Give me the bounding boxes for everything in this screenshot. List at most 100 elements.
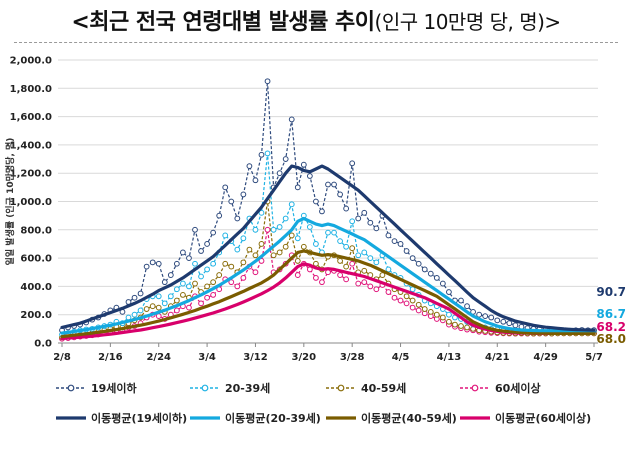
data-point [252, 226, 259, 233]
data-point [373, 259, 380, 266]
data-point [192, 280, 198, 287]
chart-title: <최근 전국 연령대별 발생률 추이(인구 10만명 당, 명)> [0, 4, 632, 36]
legend-item: 이동평균(19세이하) [54, 410, 187, 426]
data-point [349, 260, 356, 267]
data-point [313, 260, 319, 267]
end-value-label: 68.0 [596, 332, 626, 346]
legend-item: 이동평균(20-39세) [188, 410, 321, 426]
data-point [167, 293, 174, 300]
legend-item: 20-39세 [188, 380, 270, 396]
data-point [155, 313, 162, 320]
legend-item: 이동평균(40-59세) [324, 410, 457, 426]
end-value-label: 68.2 [596, 320, 626, 334]
data-point [155, 293, 162, 300]
data-point [337, 272, 343, 278]
data-point [325, 229, 331, 236]
data-point [300, 161, 307, 168]
legend-label: 60세이상 [495, 382, 541, 395]
data-point [204, 266, 210, 273]
data-point [198, 248, 204, 254]
data-point [155, 304, 162, 311]
data-point [306, 266, 313, 273]
data-point [361, 267, 368, 274]
data-point [409, 255, 416, 262]
data-point [294, 235, 301, 242]
series-이동평균(40-59세) [60, 249, 596, 339]
data-point [270, 252, 277, 259]
x-tick-label: 3/4 [198, 352, 216, 363]
x-tick-label: 4/21 [485, 352, 510, 363]
data-point [198, 273, 204, 280]
data-point [137, 307, 144, 314]
data-point [325, 181, 331, 188]
data-point [397, 297, 404, 304]
data-point [343, 205, 350, 212]
data-point [155, 260, 162, 267]
end-value-label: 90.7 [596, 285, 626, 299]
legend-item: 40-59세 [324, 380, 406, 396]
data-point [403, 293, 410, 300]
data-point [421, 266, 428, 273]
data-point [228, 198, 235, 205]
data-point [446, 311, 452, 318]
data-point [210, 260, 217, 267]
data-point [337, 238, 343, 245]
y-tick-label: 1,200.0 [10, 169, 52, 180]
data-point [204, 294, 210, 301]
data-point [331, 229, 337, 236]
data-point [240, 235, 247, 242]
data-point [367, 283, 374, 290]
data-point [433, 311, 440, 318]
data-point [173, 297, 180, 304]
data-point [252, 177, 259, 184]
data-point [319, 208, 325, 215]
chart-title-main: <최근 전국 연령대별 발생률 추이 [71, 10, 375, 35]
series-line [61, 153, 595, 336]
data-point [186, 304, 192, 311]
data-point [331, 181, 337, 188]
data-point [397, 241, 404, 247]
data-point [198, 300, 204, 307]
data-point [433, 275, 440, 281]
data-point [222, 260, 229, 267]
data-point [288, 116, 295, 123]
data-point [506, 320, 513, 327]
data-point [246, 163, 253, 170]
data-point [143, 306, 150, 312]
data-point [313, 241, 319, 247]
data-point [276, 170, 283, 177]
data-point [409, 286, 416, 293]
data-point [349, 160, 356, 167]
x-tick-label: 2/8 [53, 352, 71, 363]
series-이동평균(20-39세) [60, 216, 596, 335]
legend-item: 19세이하 [54, 380, 137, 396]
legend-swatch [326, 416, 356, 420]
data-point [276, 249, 283, 256]
data-point [343, 263, 350, 270]
data-point [306, 173, 313, 179]
legend-label: 이동평균(20-39세) [225, 412, 321, 425]
data-point [180, 291, 186, 298]
data-point [446, 318, 452, 325]
data-point [379, 272, 386, 278]
data-point [210, 279, 217, 286]
data-point [391, 294, 398, 301]
data-point [349, 218, 356, 225]
data-point [240, 259, 247, 266]
line-chart: 0.0 200.0 400.0 600.0 800.0 1,000.0 1,200.0 1,4… [4, 56, 626, 364]
data-point [186, 283, 192, 290]
data-point [258, 209, 265, 216]
data-point [355, 280, 362, 287]
data-point [180, 249, 186, 256]
data-point [131, 311, 138, 318]
legend-label: 19세이하 [91, 382, 137, 395]
data-point [367, 255, 374, 262]
data-point [192, 260, 198, 267]
data-point [421, 306, 428, 312]
data-point [161, 300, 168, 307]
legend-swatch [56, 384, 86, 392]
data-point [258, 258, 265, 264]
data-point [439, 280, 446, 287]
data-point [216, 272, 223, 278]
data-point [337, 191, 343, 198]
